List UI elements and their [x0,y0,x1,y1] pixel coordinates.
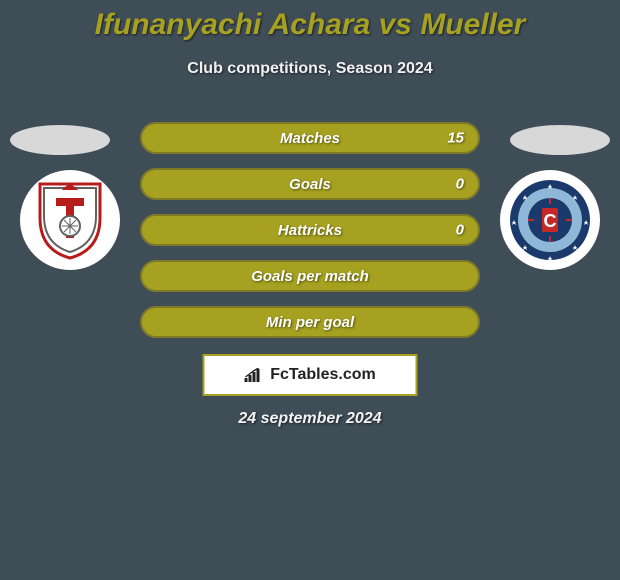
toronto-fc-crest-icon [28,178,112,262]
club-badge-right: C [500,170,600,270]
stat-row-hattricks: Hattricks 0 [140,214,480,246]
stat-value-right: 0 [456,176,464,193]
fctables-brand[interactable]: FcTables.com [203,354,418,396]
stat-row-min-per-goal: Min per goal [140,306,480,338]
stat-row-goals: Goals 0 [140,168,480,200]
fctables-label: FcTables.com [270,366,376,384]
stat-label: Hattricks [278,222,342,239]
stat-label: Goals per match [251,268,369,285]
player-slot-left [10,125,110,155]
page-title: Ifunanyachi Achara vs Mueller [0,0,620,42]
club-badge-left [20,170,120,270]
date-text: 24 september 2024 [0,410,620,428]
stat-label: Goals [289,176,331,193]
player-slot-right [510,125,610,155]
stat-label: Matches [280,130,340,147]
signal-icon [244,368,264,382]
stat-label: Min per goal [266,314,354,331]
stats-panel: Matches 15 Goals 0 Hattricks 0 Goals per… [140,122,480,352]
chicago-fire-letter: C [544,211,557,231]
stat-value-right: 15 [447,130,464,147]
chicago-fire-crest-icon: C [508,178,592,262]
stat-row-matches: Matches 15 [140,122,480,154]
subtitle: Club competitions, Season 2024 [0,60,620,78]
stat-row-goals-per-match: Goals per match [140,260,480,292]
stat-value-right: 0 [456,222,464,239]
